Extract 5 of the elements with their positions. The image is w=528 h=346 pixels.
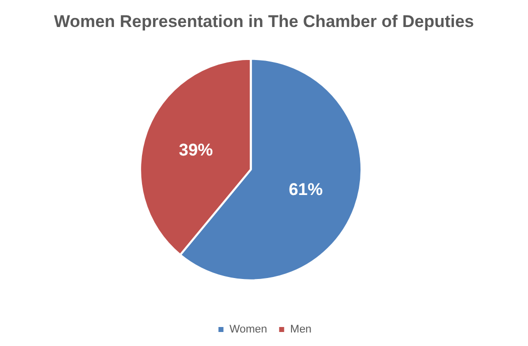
data-label: 39% [178, 140, 213, 160]
legend-label: Women [229, 324, 268, 336]
data-label: 61% [288, 180, 323, 199]
legend-label: Men [290, 324, 312, 336]
chart-title: Women Representation in The Chamber of Deputies [54, 12, 474, 31]
